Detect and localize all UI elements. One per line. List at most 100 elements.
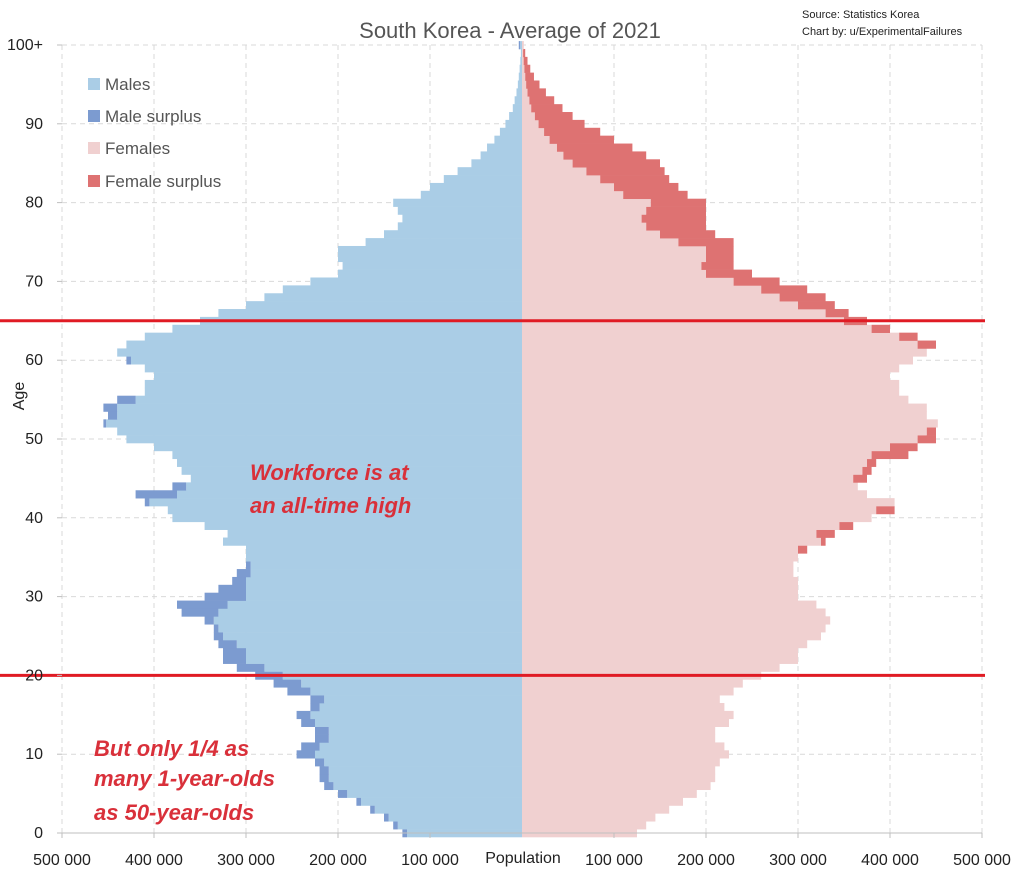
legend-swatch-females xyxy=(88,142,100,154)
male-bar xyxy=(301,679,522,688)
male-bar xyxy=(471,159,522,168)
male-surplus-bar xyxy=(319,766,329,775)
female-bar xyxy=(522,41,524,50)
female-surplus-bar xyxy=(523,56,528,66)
male-bar xyxy=(218,608,522,617)
female-bar xyxy=(522,238,679,247)
female-surplus-bar xyxy=(526,80,540,89)
x-tick-label: 200 000 xyxy=(309,852,367,869)
male-bar xyxy=(374,805,522,814)
male-bar xyxy=(324,758,522,767)
male-bar xyxy=(397,821,522,830)
male-bar xyxy=(519,64,522,73)
female-bar xyxy=(522,135,550,144)
y-tick-label: 70 xyxy=(25,273,43,290)
female-bar xyxy=(522,245,706,255)
female-surplus-bar xyxy=(549,135,614,144)
male-bar xyxy=(236,639,523,649)
female-bar xyxy=(522,513,872,523)
female-surplus-bar xyxy=(572,159,660,168)
female-bar xyxy=(522,348,927,357)
female-bar xyxy=(522,222,647,231)
male-surplus-bar xyxy=(103,419,107,428)
female-surplus-bar xyxy=(853,474,867,483)
annotation-births-line-2: many 1-year-olds xyxy=(94,766,275,791)
female-surplus-bar xyxy=(600,175,670,184)
male-bar xyxy=(520,41,522,50)
male-surplus-bar xyxy=(273,679,302,688)
male-bar xyxy=(246,301,522,310)
y-tick-label: 20 xyxy=(25,667,43,684)
female-surplus-bar xyxy=(839,521,854,530)
female-surplus-bar xyxy=(867,458,877,467)
female-bar xyxy=(522,127,545,136)
male-surplus-bar xyxy=(103,403,118,412)
female-bar xyxy=(522,190,624,200)
female-bar xyxy=(522,758,720,767)
female-surplus-bar xyxy=(862,466,872,475)
male-surplus-bar xyxy=(172,482,187,491)
annotation-births-line-1: But only 1/4 as xyxy=(94,736,249,761)
female-bar xyxy=(522,506,877,515)
y-tick-label: 80 xyxy=(25,195,43,212)
male-bar xyxy=(177,490,522,499)
male-bar xyxy=(131,356,522,365)
male-surplus-bar xyxy=(177,600,228,609)
female-surplus-bar xyxy=(556,143,633,152)
female-bar xyxy=(522,742,725,751)
male-bar xyxy=(310,277,522,286)
female-bar xyxy=(522,561,794,570)
female-bar xyxy=(522,592,798,601)
female-bar xyxy=(522,175,601,184)
source-line: Source: Statistics Korea xyxy=(802,9,920,21)
female-bar xyxy=(522,332,900,341)
female-bar xyxy=(522,710,734,720)
female-bar xyxy=(522,805,670,814)
female-surplus-bar xyxy=(761,285,808,294)
female-bar xyxy=(522,553,798,562)
male-surplus-bar xyxy=(117,395,136,404)
male-surplus-bar xyxy=(108,411,118,420)
female-surplus-bar xyxy=(825,309,849,318)
female-bar xyxy=(522,293,780,302)
male-bar xyxy=(420,190,522,200)
female-bar xyxy=(522,474,854,483)
female-bar xyxy=(522,56,524,66)
female-surplus-bar xyxy=(544,127,601,136)
male-surplus-bar xyxy=(319,773,329,783)
male-bar xyxy=(397,222,522,231)
chart-title: South Korea - Average of 2021 xyxy=(359,18,661,43)
male-bar xyxy=(338,245,522,255)
female-surplus-bar xyxy=(798,545,808,554)
female-bar xyxy=(522,482,858,491)
y-tick-label: 40 xyxy=(25,510,43,527)
male-surplus-bar xyxy=(223,647,246,657)
male-surplus-bar xyxy=(301,718,315,727)
male-bar xyxy=(106,419,522,428)
male-bar xyxy=(126,340,523,349)
female-bar xyxy=(522,569,794,578)
male-bar xyxy=(190,474,523,483)
male-bar xyxy=(264,293,522,302)
y-tick-label: 90 xyxy=(25,116,43,133)
annotation-births-line-3: as 50-year-olds xyxy=(94,800,254,825)
female-surplus-bar xyxy=(646,222,706,231)
male-bar xyxy=(246,553,522,562)
male-surplus-bar xyxy=(246,561,251,570)
male-bar xyxy=(328,773,522,783)
male-bar xyxy=(246,655,522,664)
x-tick-label: 400 000 xyxy=(125,852,183,869)
male-bar xyxy=(227,529,522,538)
male-bar xyxy=(117,427,522,436)
female-bar xyxy=(522,600,817,609)
female-bar xyxy=(522,403,927,412)
legend-swatch-males xyxy=(88,78,100,90)
female-surplus-bar xyxy=(660,230,716,239)
female-bar xyxy=(522,379,900,389)
male-surplus-bar xyxy=(213,632,223,641)
male-bar xyxy=(167,506,523,515)
female-surplus-bar xyxy=(899,332,918,341)
female-bar xyxy=(522,372,890,381)
female-bar xyxy=(522,687,734,696)
